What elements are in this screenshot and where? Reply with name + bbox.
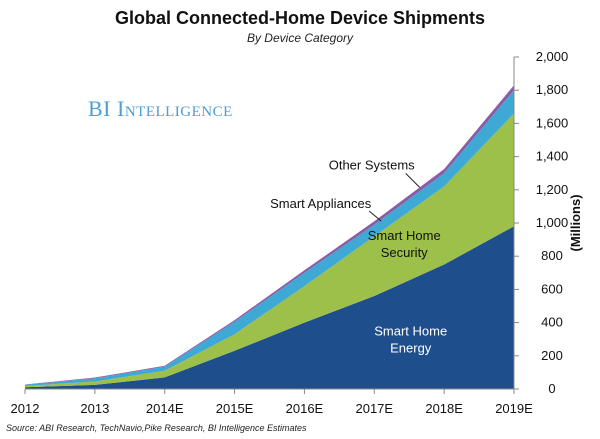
annotation-smart-home-security-line1: Smart Home <box>368 228 441 243</box>
y-tick-label: 1,600 <box>536 115 569 130</box>
x-tick-label: 2014E <box>146 401 184 416</box>
source-note: Source: ABI Research, TechNavio,Pike Res… <box>6 423 307 433</box>
y-tick-label: 1,400 <box>536 149 569 164</box>
annotation-smart-home-energy-line1: Smart Home <box>374 324 447 339</box>
y-tick-label: 400 <box>541 315 563 330</box>
area-smart-home-energy <box>25 226 514 389</box>
chart-subtitle: By Device Category <box>246 31 354 45</box>
area-smart-home-security <box>25 113 514 388</box>
y-tick-label: 200 <box>541 348 563 363</box>
y-tick-label: 1,800 <box>536 82 569 97</box>
x-tick-label: 2012 <box>11 401 40 416</box>
annotation-leader-smart-appliances <box>368 210 382 222</box>
x-tick-label: 2013 <box>80 401 109 416</box>
x-tick-label: 2018E <box>425 401 463 416</box>
annotation-smart-appliances: Smart Appliances <box>270 196 372 211</box>
chart-title: Global Connected-Home Device Shipments <box>114 8 486 28</box>
x-tick-label: 2015E <box>216 401 254 416</box>
annotation-smart-home-security-line2: Security <box>381 245 428 260</box>
y-tick-label: 2,000 <box>536 49 569 64</box>
y-tick-label: 1,200 <box>536 182 569 197</box>
y-tick-label: 600 <box>541 281 563 296</box>
x-tick-label: 2019E <box>495 401 533 416</box>
x-tick-label: 2017E <box>355 401 393 416</box>
annotation-leader-other-systems <box>405 172 421 188</box>
x-tick-label: 2016E <box>286 401 324 416</box>
y-tick-label: 0 <box>548 381 555 396</box>
y-axis-label: (Millions) <box>568 194 583 251</box>
annotation-other-systems: Other Systems <box>329 157 415 172</box>
y-tick-label: 1,000 <box>536 215 569 230</box>
brand-logo-text: BI Intelligence <box>88 96 233 121</box>
annotation-smart-home-energy-line2: Energy <box>390 341 432 356</box>
y-tick-label: 800 <box>541 248 563 263</box>
